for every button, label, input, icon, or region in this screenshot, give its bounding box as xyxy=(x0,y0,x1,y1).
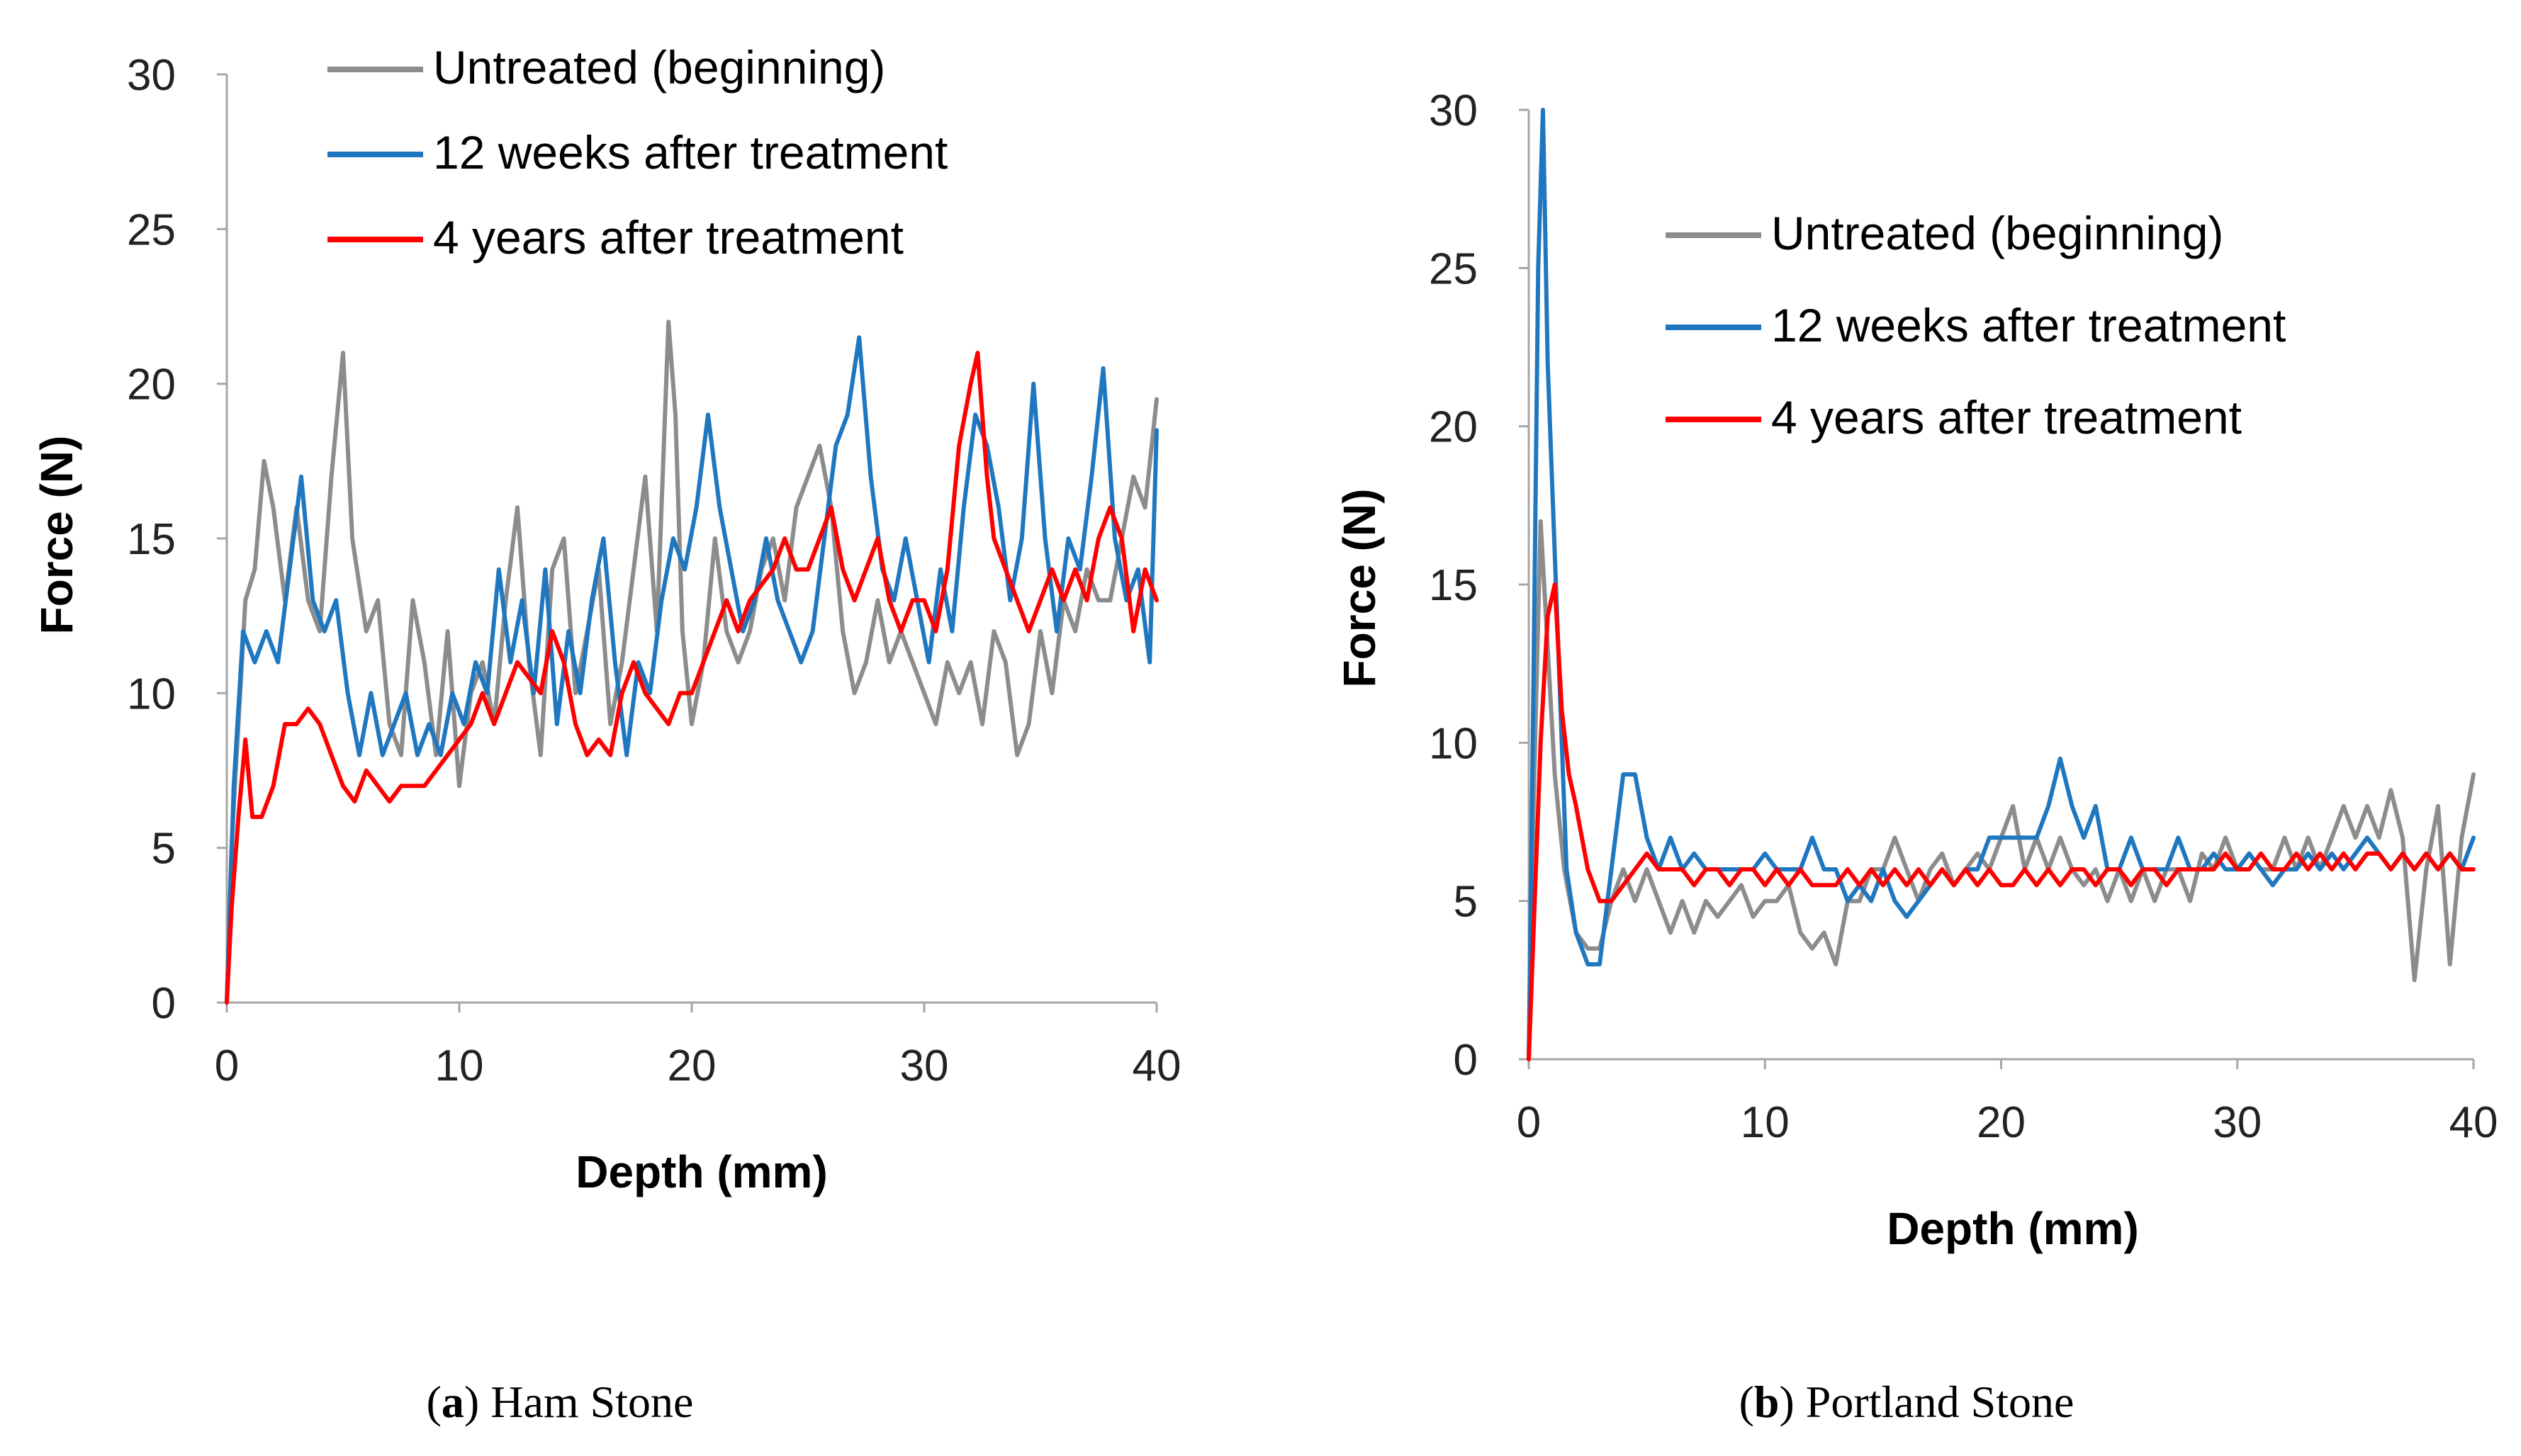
y-tick-label-a: 10 xyxy=(127,670,176,718)
x-tick-label-b: 0 xyxy=(1517,1098,1541,1147)
axes-b: 0 5 10 15 20 25 30 0 10 20 30 40 xyxy=(1429,86,2498,1147)
y-tick-label-a: 15 xyxy=(127,515,176,564)
y-tick-label-a: 0 xyxy=(152,979,176,1028)
legend-label-b-1: 12 weeks after treatment xyxy=(1771,299,2286,351)
y-tick-label-b: 20 xyxy=(1429,403,1478,452)
caption-letter-b: b xyxy=(1754,1377,1780,1427)
chart-panel-b: 0 5 10 15 20 25 30 0 10 20 30 40 Untreated (beginni… xyxy=(1334,86,2498,1427)
legend-b: Untreated (beginning) 12 weeks after trea… xyxy=(1666,207,2286,444)
series-group-a xyxy=(225,320,1159,1005)
legend-label-a-0: Untreated (beginning) xyxy=(433,41,885,94)
y-tick-label-b: 10 xyxy=(1429,719,1478,768)
series-line-a-2 xyxy=(225,351,1159,1005)
series-group-b xyxy=(1527,108,2476,1061)
y-tick-label-b: 30 xyxy=(1429,86,1478,135)
caption-text-a: Ham Stone xyxy=(490,1377,693,1427)
axes-a: 0 5 10 15 20 25 30 0 10 20 30 40 xyxy=(127,51,1181,1090)
x-tick-label-a: 40 xyxy=(1133,1042,1181,1090)
y-axis-title-b: Force (N) xyxy=(1334,489,1385,688)
y-tick-label-b: 15 xyxy=(1429,561,1478,610)
x-tick-label-a: 20 xyxy=(668,1042,717,1090)
caption-letter-a: a xyxy=(442,1377,464,1427)
x-tick-label-a: 0 xyxy=(215,1042,239,1090)
legend-label-b-0: Untreated (beginning) xyxy=(1771,207,2223,259)
x-tick-label-a: 30 xyxy=(900,1042,949,1090)
series-line-a-1 xyxy=(225,335,1159,1005)
caption-a: (a) Ham Stone xyxy=(427,1377,694,1427)
series-line-b-0 xyxy=(1527,519,2476,1061)
y-tick-label-b: 5 xyxy=(1454,878,1478,927)
y-tick-label-a: 30 xyxy=(127,51,176,100)
series-line-b-2 xyxy=(1527,582,2476,1061)
caption-b: (b) Portland Stone xyxy=(1739,1377,2074,1427)
legend-label-b-2: 4 years after treatment xyxy=(1771,391,2242,444)
y-tick-label-a: 5 xyxy=(152,825,176,874)
legend-label-a-2: 4 years after treatment xyxy=(433,211,904,264)
legend-label-a-1: 12 weeks after treatment xyxy=(433,126,948,179)
y-axis-title-a: Force (N) xyxy=(31,436,82,635)
y-tick-label-b: 25 xyxy=(1429,244,1478,293)
x-tick-label-b: 40 xyxy=(2449,1098,2498,1147)
series-line-b-1 xyxy=(1527,108,2476,1061)
legend-a: Untreated (beginning) 12 weeks after trea… xyxy=(327,41,948,264)
chart-panel-a: 0 5 10 15 20 25 30 0 10 20 30 40 Untreated (beginni… xyxy=(31,41,1181,1427)
x-tick-label-a: 10 xyxy=(435,1042,484,1090)
x-axis-title-b: Depth (mm) xyxy=(1887,1203,2139,1254)
x-tick-label-b: 10 xyxy=(1741,1098,1790,1147)
series-line-a-0 xyxy=(225,320,1159,1005)
x-tick-label-b: 20 xyxy=(1977,1098,2026,1147)
x-tick-label-b: 30 xyxy=(2213,1098,2262,1147)
caption-text-b: Portland Stone xyxy=(1806,1377,2074,1427)
x-axis-title-a: Depth (mm) xyxy=(575,1146,828,1197)
y-tick-label-a: 20 xyxy=(127,361,176,410)
y-tick-label-b: 0 xyxy=(1454,1036,1478,1085)
y-tick-label-a: 25 xyxy=(127,205,176,254)
